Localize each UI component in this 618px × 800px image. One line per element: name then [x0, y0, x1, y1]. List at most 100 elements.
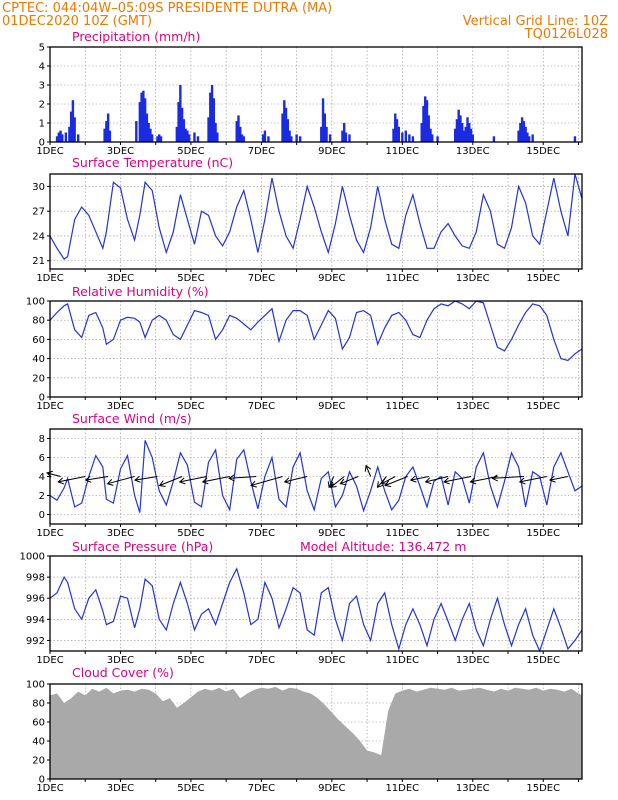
precipitation-bar: [68, 126, 71, 142]
x-tick-label: 13DEC: [456, 273, 490, 284]
precipitation-bar: [177, 102, 180, 142]
y-tick-label: 998: [26, 573, 45, 584]
precipitation-bar: [328, 134, 332, 142]
y-tick-label: 100: [26, 297, 45, 308]
precipitation-bar: [408, 134, 411, 142]
precipitation-bar: [431, 134, 434, 142]
temperature-title: Surface Temperature (nC): [72, 155, 233, 170]
precipitation-bar: [424, 96, 427, 142]
wind-vector: [377, 476, 387, 488]
humidity-title: Relative Humidity (%): [72, 284, 209, 299]
precipitation-bar: [212, 98, 216, 142]
precipitation-bar: [464, 126, 467, 142]
x-tick-label: 1DEC: [36, 273, 63, 284]
precipitation-bar: [453, 128, 457, 142]
precipitation-bar: [159, 136, 163, 142]
y-tick-label: 2: [39, 100, 45, 111]
precipitation-bar: [288, 130, 291, 142]
y-tick-label: 27: [32, 207, 45, 218]
y-tick-label: 1: [39, 119, 45, 130]
wind-vector-head: [201, 477, 209, 485]
precipitation-bar: [207, 117, 210, 142]
x-tick-label: 3DEC: [107, 528, 134, 539]
precipitation-bar: [235, 121, 238, 142]
wind-vector-head: [57, 477, 65, 485]
precipitation-bar: [284, 107, 288, 142]
precipitation-bar: [138, 102, 142, 142]
precipitation-bar: [411, 136, 415, 142]
y-tick-label: 60: [32, 718, 45, 729]
wind-vector: [492, 476, 524, 479]
x-tick-label: 7DEC: [248, 528, 275, 539]
x-tick-label: 13DEC: [456, 655, 490, 666]
precipitation-bar: [526, 132, 529, 142]
y-tick-label: 80: [32, 699, 45, 710]
wind-vector-head: [339, 478, 347, 486]
y-tick-label: 80: [32, 316, 45, 327]
x-tick-label: 11DEC: [385, 401, 419, 412]
y-tick-label: 0: [39, 393, 45, 404]
wind-vector: [284, 476, 308, 483]
x-tick-label: 7DEC: [248, 783, 275, 794]
precipitation-bar: [210, 85, 214, 142]
wind-vector-head: [548, 475, 556, 483]
precipitation-bar: [64, 132, 68, 142]
cloud-cover-title: Cloud Cover (%): [72, 665, 174, 680]
x-tick-label: 5DEC: [177, 401, 204, 412]
x-tick-label: 13DEC: [456, 528, 490, 539]
precipitation-bar: [471, 134, 474, 142]
panel-frame: [49, 683, 583, 780]
x-tick-label: 3DEC: [107, 783, 134, 794]
y-tick-label: 21: [32, 256, 45, 267]
precipitation-bar: [55, 136, 59, 142]
precipitation-bar: [290, 136, 293, 142]
precipitation-bar: [193, 132, 196, 142]
precipitation-bar: [283, 100, 286, 142]
y-tick-label: 1000: [20, 552, 45, 563]
precipitation-bar: [182, 119, 186, 142]
panel-frame: [49, 173, 583, 270]
wind-vector-head: [158, 480, 166, 487]
y-tick-label: 994: [26, 615, 45, 626]
x-tick-label: 7DEC: [248, 401, 275, 412]
precipitation-bar: [180, 107, 184, 142]
precipitation-bar: [147, 123, 150, 142]
x-tick-label: 7DEC: [248, 655, 275, 666]
wind-vector: [202, 476, 230, 483]
precipitation-bar: [214, 123, 217, 142]
x-tick-label: 5DEC: [177, 783, 204, 794]
wind-vector-head: [376, 481, 384, 489]
precipitation-bar: [492, 136, 496, 142]
wind-vector: [159, 476, 183, 486]
wind-vector-head: [364, 464, 372, 472]
wind-vector-head: [424, 477, 432, 485]
precipitation-bar: [468, 123, 471, 142]
wind-vector: [229, 476, 257, 479]
wind-vector-head: [469, 477, 477, 485]
precipitation-bar: [325, 126, 328, 142]
series-line: [49, 300, 583, 362]
precipitation-bar: [348, 134, 351, 142]
wind-vector: [107, 476, 135, 485]
y-tick-label: 2: [39, 491, 45, 502]
x-tick-label: 15DEC: [526, 783, 560, 794]
x-tick-label: 7DEC: [248, 146, 275, 157]
wind-vector-head: [327, 481, 335, 489]
precipitation-bar: [425, 100, 429, 142]
precipitation-bar: [242, 136, 245, 142]
x-tick-label: 15DEC: [526, 146, 560, 157]
precipitation-bar: [429, 128, 432, 142]
header-grid-note: Vertical Grid Line: 10Z: [463, 14, 608, 29]
y-tick-label: 0: [39, 775, 45, 786]
y-tick-label: 4: [39, 62, 45, 73]
wind-vector: [134, 476, 158, 481]
y-tick-label: 996: [26, 594, 45, 605]
y-tick-label: 4: [39, 472, 45, 483]
wind-vector-head: [443, 477, 450, 485]
x-tick-label: 11DEC: [385, 655, 419, 666]
x-tick-label: 5DEC: [177, 146, 204, 157]
wind-vector: [365, 465, 372, 477]
precipitation-bar: [517, 130, 520, 142]
precipitation-bar: [156, 136, 159, 142]
